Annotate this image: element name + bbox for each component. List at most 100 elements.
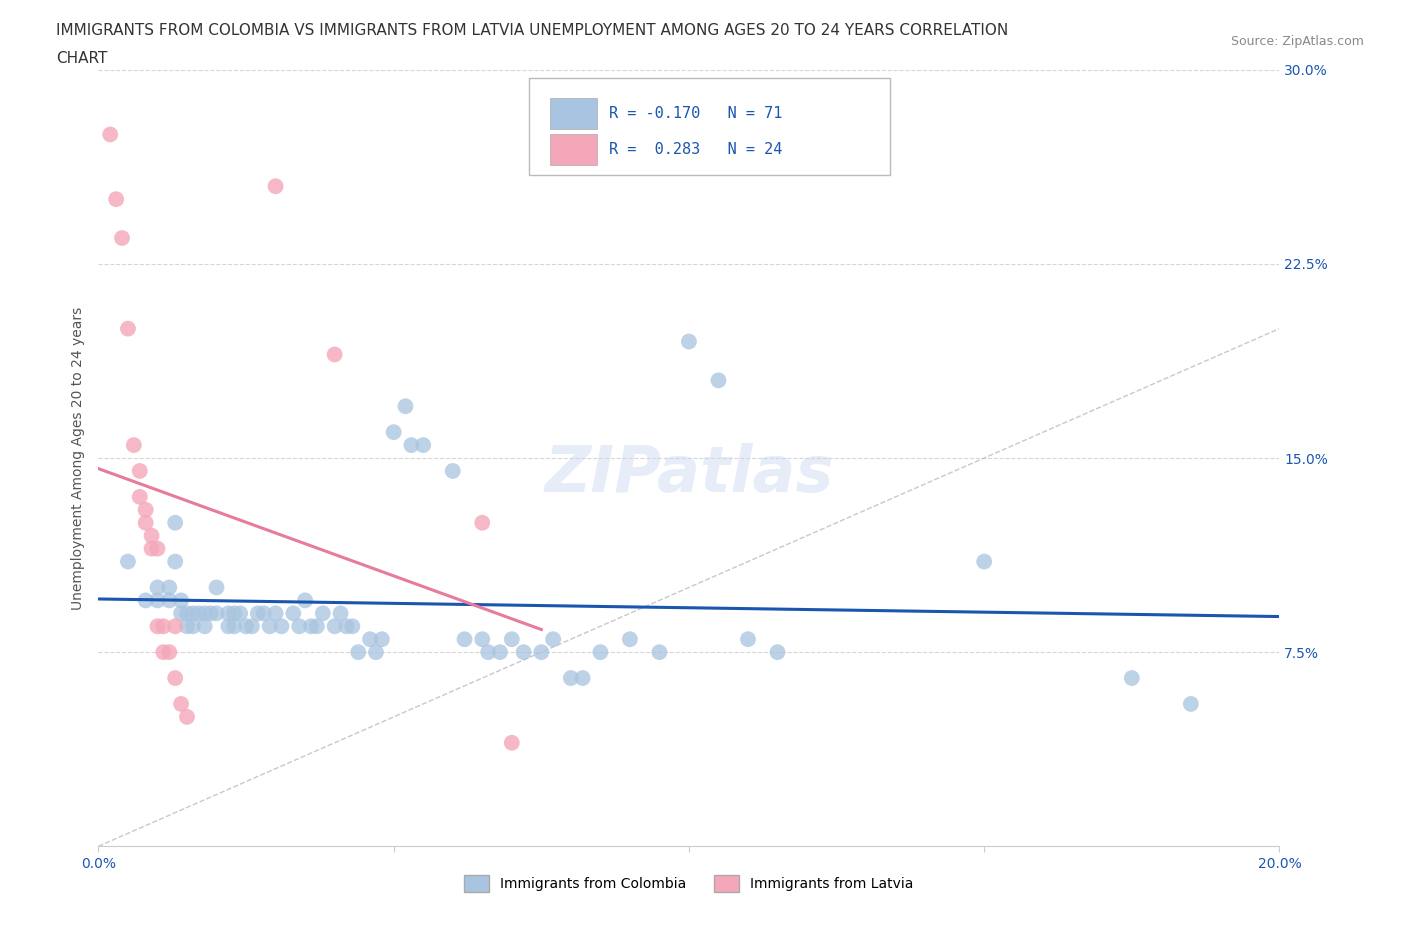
Point — [135, 502, 157, 517]
Point — [766, 644, 789, 659]
FancyBboxPatch shape — [530, 77, 890, 175]
Point — [323, 618, 346, 633]
Point — [347, 644, 370, 659]
Point — [181, 606, 204, 621]
Point — [246, 606, 269, 621]
Point — [501, 736, 523, 751]
Point — [235, 618, 257, 633]
Point — [471, 631, 494, 646]
Point — [264, 606, 287, 621]
Point — [382, 425, 405, 440]
Point — [146, 593, 169, 608]
Point — [157, 580, 180, 595]
Point — [229, 606, 252, 621]
Point — [259, 618, 281, 633]
Point — [217, 606, 239, 621]
Point — [299, 618, 322, 633]
Point — [170, 697, 193, 711]
Point — [305, 618, 328, 633]
Point — [205, 606, 228, 621]
Point — [105, 192, 128, 206]
Point — [240, 618, 263, 633]
Text: Source: ZipAtlas.com: Source: ZipAtlas.com — [1230, 35, 1364, 48]
Point — [973, 554, 995, 569]
Text: R = -0.170   N = 71: R = -0.170 N = 71 — [609, 106, 782, 121]
Point — [264, 179, 287, 193]
Point — [224, 618, 246, 633]
Point — [135, 515, 157, 530]
Point — [371, 631, 394, 646]
Point — [176, 618, 198, 633]
Point — [1180, 697, 1202, 711]
Point — [489, 644, 512, 659]
Point — [541, 631, 564, 646]
Point — [571, 671, 593, 685]
Point — [98, 127, 121, 142]
Text: IMMIGRANTS FROM COLOMBIA VS IMMIGRANTS FROM LATVIA UNEMPLOYMENT AMONG AGES 20 TO: IMMIGRANTS FROM COLOMBIA VS IMMIGRANTS F… — [56, 23, 1008, 38]
Point — [165, 618, 187, 633]
Point — [176, 606, 198, 621]
Point — [394, 399, 416, 414]
Point — [312, 606, 335, 621]
Point — [146, 541, 169, 556]
Point — [364, 644, 387, 659]
Point — [288, 618, 311, 633]
Y-axis label: Unemployment Among Ages 20 to 24 years: Unemployment Among Ages 20 to 24 years — [70, 306, 84, 610]
Point — [619, 631, 641, 646]
Point — [141, 541, 163, 556]
Point — [471, 515, 494, 530]
Point — [165, 671, 187, 685]
Bar — [550, 134, 596, 165]
Point — [342, 618, 364, 633]
Point — [146, 580, 169, 595]
Point — [217, 618, 239, 633]
Point — [329, 606, 352, 621]
Bar — [550, 99, 596, 129]
Point — [117, 554, 139, 569]
Point — [512, 644, 534, 659]
Point — [453, 631, 475, 646]
Point — [157, 644, 180, 659]
Point — [135, 593, 157, 608]
Point — [165, 554, 187, 569]
Text: ZIPatlas: ZIPatlas — [544, 443, 834, 505]
Point — [111, 231, 134, 246]
Point — [194, 618, 217, 633]
Point — [412, 438, 434, 453]
Legend: Immigrants from Colombia, Immigrants from Latvia: Immigrants from Colombia, Immigrants fro… — [458, 870, 920, 897]
Point — [200, 606, 222, 621]
Point — [335, 618, 357, 633]
Point — [117, 321, 139, 336]
Point — [253, 606, 276, 621]
Point — [157, 593, 180, 608]
Point — [589, 644, 612, 659]
Point — [737, 631, 759, 646]
Point — [122, 438, 145, 453]
Point — [128, 463, 150, 478]
Point — [187, 606, 209, 621]
Point — [477, 644, 499, 659]
Point — [165, 515, 187, 530]
Point — [283, 606, 305, 621]
Point — [152, 618, 174, 633]
Point — [170, 606, 193, 621]
Point — [323, 347, 346, 362]
Point — [128, 489, 150, 504]
Point — [181, 618, 204, 633]
Text: CHART: CHART — [56, 51, 108, 66]
Text: R =  0.283   N = 24: R = 0.283 N = 24 — [609, 142, 782, 157]
Point — [678, 334, 700, 349]
Point — [359, 631, 381, 646]
Point — [146, 618, 169, 633]
Point — [224, 606, 246, 621]
Point — [401, 438, 423, 453]
Point — [176, 710, 198, 724]
Point — [1121, 671, 1143, 685]
Point — [205, 580, 228, 595]
Point — [170, 593, 193, 608]
Point — [270, 618, 292, 633]
Point — [194, 606, 217, 621]
Point — [141, 528, 163, 543]
Point — [648, 644, 671, 659]
Point — [152, 644, 174, 659]
